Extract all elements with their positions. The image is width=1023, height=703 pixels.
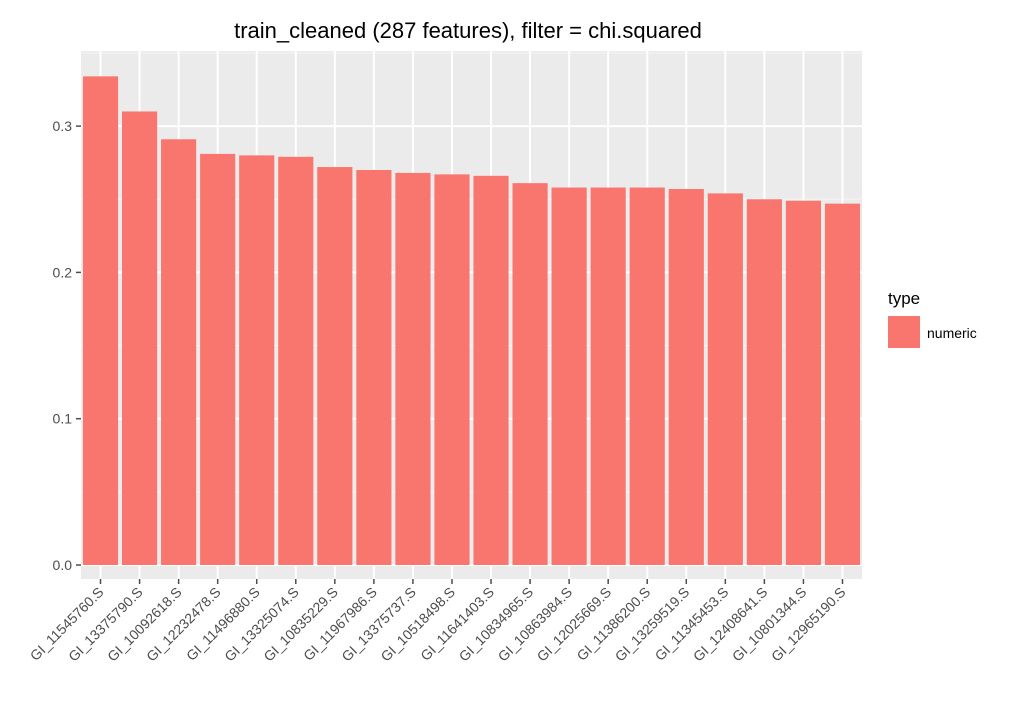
bar-GI_12965190.S bbox=[824, 203, 861, 565]
x-axis: GI_11545760.SGI_13375790.SGI_10092618.SG… bbox=[27, 579, 849, 664]
bar-GI_11345453.S bbox=[707, 193, 743, 565]
y-tick-label: 0.0 bbox=[53, 557, 73, 573]
y-tick-label: 0.1 bbox=[53, 411, 73, 427]
y-axis: 0.0 0.1 0.2 0.3 bbox=[53, 118, 81, 573]
bar-GI_10518498.S bbox=[434, 174, 470, 565]
legend-key-numeric bbox=[888, 316, 920, 348]
bar-GI_13325074.S bbox=[278, 156, 314, 565]
bar-GI_10863984.S bbox=[551, 187, 587, 565]
legend-title: type bbox=[888, 289, 920, 308]
legend: type numeric bbox=[888, 289, 977, 348]
bar-GI_12408641.S bbox=[746, 199, 782, 565]
bar-GI_11641403.S bbox=[473, 175, 509, 566]
bar-GI_10835229.S bbox=[317, 167, 353, 565]
bar-GI_10801344.S bbox=[785, 200, 821, 565]
bar-GI_12025669.S bbox=[590, 187, 626, 565]
bar-GI_11386200.S bbox=[629, 187, 665, 565]
panel-background bbox=[81, 51, 862, 579]
bar-GI_10834965.S bbox=[512, 183, 548, 566]
bar-GI_11545760.S bbox=[82, 76, 119, 565]
bar-GI_13259519.S bbox=[668, 189, 704, 565]
y-tick-label: 0.2 bbox=[53, 264, 73, 280]
bar-GI_12232478.S bbox=[200, 153, 236, 565]
chart-title: train_cleaned (287 features), filter = c… bbox=[234, 18, 702, 43]
plot-panel bbox=[81, 51, 862, 579]
bar-GI_11496880.S bbox=[239, 155, 275, 566]
legend-label-numeric: numeric bbox=[927, 325, 977, 341]
bar-GI_13375737.S bbox=[395, 172, 431, 565]
y-tick-label: 0.3 bbox=[53, 118, 73, 134]
bar-GI_11967986.S bbox=[356, 169, 392, 566]
bar-GI_10092618.S bbox=[161, 139, 197, 565]
bar-GI_13375790.S bbox=[122, 111, 158, 565]
